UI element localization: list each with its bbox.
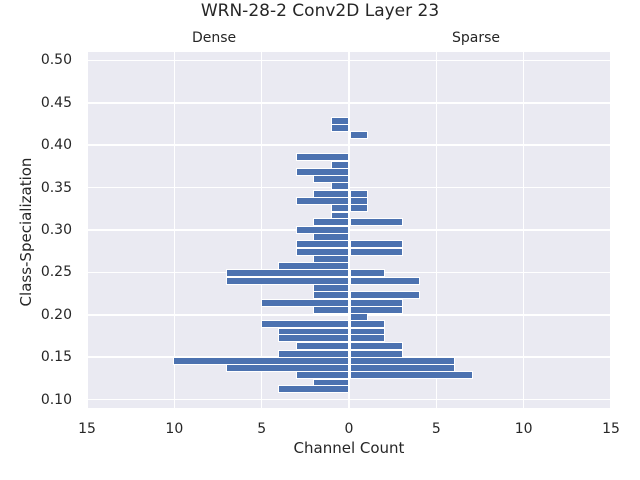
sparse-bar — [350, 190, 367, 197]
sparse-bar — [350, 371, 472, 378]
y-tick-label: 0.30 — [40, 222, 72, 238]
y-tick-label: 0.20 — [40, 306, 72, 323]
dense-bar — [261, 321, 348, 328]
dense-bar — [314, 190, 348, 197]
x-tick-label: 5 — [431, 421, 441, 437]
dense-bar — [331, 125, 348, 132]
dense-bar — [331, 204, 348, 211]
x-axis-label: Channel Count — [293, 439, 405, 457]
x-tick-label: 5 — [257, 421, 267, 437]
y-axis-label: Class-Specialization — [17, 157, 35, 307]
plot-area — [87, 52, 611, 408]
y-tick-label: 0.45 — [40, 94, 72, 111]
dense-bar — [226, 277, 348, 284]
dense-bar — [296, 154, 348, 161]
dense-bar — [279, 328, 348, 335]
dense-bar — [296, 241, 348, 248]
sparse-bar — [350, 357, 455, 364]
dense-bar — [296, 343, 348, 350]
dense-bar — [279, 386, 348, 393]
y-gridline — [87, 356, 611, 358]
sparse-bar — [350, 132, 367, 139]
dense-bar — [314, 219, 348, 226]
sparse-bar — [350, 350, 402, 357]
dense-bar — [314, 284, 348, 291]
sparse-bar — [350, 343, 402, 350]
y-tick-label: 0.25 — [40, 264, 72, 281]
sparse-bar — [350, 335, 385, 342]
dense-bar — [314, 379, 348, 386]
dense-bar — [279, 263, 348, 270]
sparse-bar — [350, 270, 385, 277]
y-tick-label: 0.40 — [40, 137, 72, 154]
y-tick-label: 0.50 — [40, 52, 72, 69]
sparse-bar — [350, 204, 367, 211]
x-tick-label: 0 — [344, 421, 354, 437]
dense-bar — [296, 371, 348, 378]
sparse-bar — [350, 198, 367, 205]
y-tick-label: 0.15 — [40, 349, 72, 366]
y-gridline — [87, 314, 611, 316]
x-tick-label: 15 — [78, 421, 96, 437]
sparse-bar — [350, 219, 402, 226]
sparse-bar — [350, 277, 420, 284]
x-tick-label: 10 — [165, 421, 184, 437]
chart-title: WRN-28-2 Conv2D Layer 23 — [200, 1, 440, 21]
y-gridline — [87, 59, 611, 62]
dense-bar — [174, 357, 348, 364]
y-gridline — [87, 144, 611, 146]
y-gridline — [87, 102, 611, 104]
sparse-bar — [350, 328, 385, 335]
dense-bar — [331, 161, 348, 168]
x-tick-label: 10 — [514, 421, 533, 437]
dense-bar — [261, 299, 348, 306]
dense-bar — [314, 306, 348, 313]
dense-bar — [314, 233, 348, 240]
dense-bar — [331, 212, 348, 219]
sparse-bar — [350, 292, 420, 299]
sparse-bar — [350, 299, 402, 306]
y-tick-label: 0.35 — [40, 179, 72, 196]
dense-label: Dense — [192, 30, 237, 46]
y-tick-label: 0.10 — [40, 391, 72, 408]
sparse-bar — [350, 241, 402, 248]
sparse-bar — [350, 321, 385, 328]
y-gridline — [87, 186, 611, 189]
dense-bar — [331, 117, 348, 124]
dense-bar — [226, 270, 348, 277]
dense-bar — [296, 249, 348, 256]
dense-bar — [296, 227, 348, 233]
y-gridline — [87, 229, 611, 231]
sparse-bar — [350, 306, 402, 313]
dense-bar — [296, 168, 348, 175]
sparse-bar — [350, 249, 402, 256]
y-gridline — [87, 398, 611, 401]
y-gridline — [87, 271, 611, 274]
dense-bar — [314, 255, 348, 262]
sparse-label: Sparse — [452, 30, 501, 46]
dense-bar — [279, 335, 348, 342]
dense-bar — [279, 350, 348, 357]
dense-bar — [331, 182, 348, 189]
dense-bar — [226, 365, 348, 372]
dense-bar — [314, 176, 348, 183]
x-tick-label: 15 — [602, 421, 620, 437]
sparse-bar — [350, 314, 367, 321]
sparse-bar — [350, 365, 455, 372]
dense-bar — [314, 292, 348, 299]
dense-bar — [296, 198, 348, 205]
